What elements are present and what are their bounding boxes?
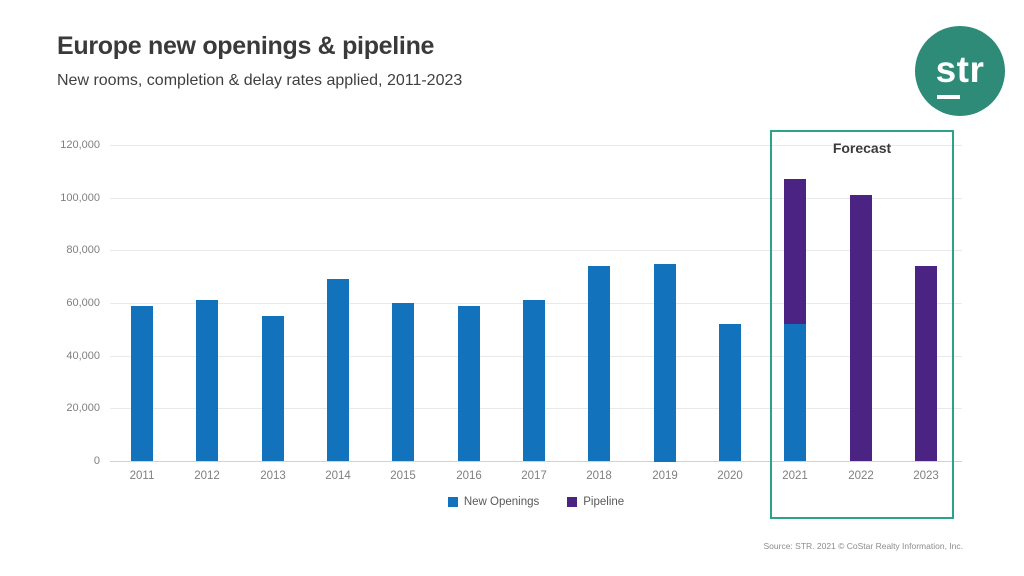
- legend-item-pipeline: Pipeline: [567, 496, 624, 508]
- x-axis-tick-label: 2018: [586, 470, 612, 482]
- x-axis-tick-label: 2022: [848, 470, 874, 482]
- bar-new-openings-2011: [131, 306, 153, 461]
- chart-legend: New Openings Pipeline: [110, 496, 962, 508]
- x-axis-tick-label: 2019: [652, 470, 678, 482]
- bar-new-openings-2019: [654, 264, 676, 462]
- x-axis-tick-label: 2017: [521, 470, 547, 482]
- x-axis-tick-label: 2023: [913, 470, 939, 482]
- x-axis-tick-label: 2014: [325, 470, 351, 482]
- str-logo-underline-mark: [937, 94, 960, 99]
- bar-new-openings-2020: [719, 324, 741, 461]
- x-axis-tick-label: 2013: [260, 470, 286, 482]
- page-subtitle: New rooms, completion & delay rates appl…: [57, 72, 463, 89]
- x-axis-tick-label: 2012: [194, 470, 220, 482]
- x-axis-tick-label: 2021: [782, 470, 808, 482]
- x-axis-tick-label: 2015: [390, 470, 416, 482]
- bar-new-openings-2017: [523, 300, 545, 461]
- bar-new-openings-2016: [458, 306, 480, 461]
- legend-label: New Openings: [463, 496, 540, 508]
- y-axis-tick-label: 40,000: [66, 350, 100, 362]
- y-axis-tick-label: 20,000: [66, 402, 100, 414]
- y-axis-tick-label: 100,000: [60, 192, 100, 204]
- y-axis-tick-label: 60,000: [66, 297, 100, 309]
- legend-swatch-icon: [567, 497, 578, 507]
- bar-new-openings-2014: [327, 279, 349, 461]
- y-axis-tick-label: 80,000: [66, 244, 100, 256]
- x-axis-tick-label: 2011: [129, 470, 155, 482]
- bar-pipeline-2023: [915, 266, 937, 461]
- y-axis-tick-label: 0: [93, 455, 100, 467]
- bar-pipeline-2022: [850, 195, 872, 461]
- page-title: Europe new openings & pipeline: [57, 32, 435, 60]
- legend-swatch-icon: [447, 497, 458, 507]
- str-logo: str: [915, 26, 1005, 116]
- gridline: [110, 145, 962, 146]
- bar-new-openings-2018: [588, 266, 610, 461]
- bar-new-openings-2015: [392, 303, 414, 461]
- source-attribution: Source: STR. 2021 © CoStar Realty Inform…: [763, 541, 964, 551]
- x-axis-tick-label: 2020: [717, 470, 743, 482]
- y-axis-tick-label: 120,000: [60, 139, 100, 151]
- gridline: [110, 250, 962, 251]
- x-axis-line: [110, 461, 962, 462]
- str-logo-text: str: [935, 48, 985, 90]
- legend-label: Pipeline: [583, 496, 625, 508]
- gridline: [110, 198, 962, 199]
- x-axis-tick-label: 2016: [456, 470, 482, 482]
- bar-new-openings-2013: [262, 316, 284, 461]
- bar-new-openings-2021: [784, 324, 806, 461]
- bar-new-openings-2012: [196, 300, 218, 461]
- legend-item-new-openings: New Openings: [447, 496, 540, 508]
- bar-pipeline-2021: [784, 179, 806, 324]
